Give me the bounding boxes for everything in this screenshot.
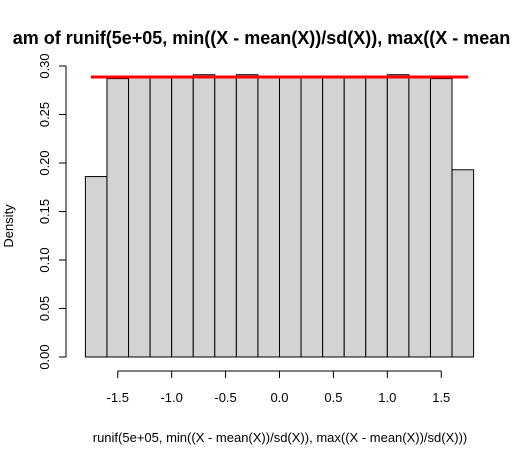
histogram-bar-9: [257, 76, 281, 358]
y-axis-label: Density: [1, 204, 16, 248]
histogram-bar-3: [128, 76, 151, 358]
y-tick-label: 0.10: [37, 247, 52, 272]
histogram-bar-4: [149, 76, 173, 358]
histogram-bar-2: [106, 78, 130, 358]
x-axis: -1.5 -1.0 -0.5 0.0 0.5 1.0 1.5: [107, 370, 450, 405]
x-tick-label: -1.0: [160, 390, 182, 405]
histogram-bar-16: [408, 76, 431, 358]
y-tick-label: 0.30: [37, 53, 52, 78]
histogram-bar-15: [386, 74, 410, 358]
histogram-bar-11: [300, 76, 324, 358]
x-tick-label: 0.0: [270, 390, 288, 405]
histogram-bar-6: [192, 74, 216, 358]
x-tick-label: 1.5: [432, 390, 450, 405]
histogram-bar-14: [365, 76, 388, 358]
y-tick-label: 0.00: [37, 344, 52, 369]
histogram-bar-12: [322, 76, 345, 358]
chart-title: am of runif(5e+05, min((X - mean(X))/sd(…: [13, 28, 511, 48]
y-tick-label: 0.15: [37, 199, 52, 224]
histogram-bar-17: [429, 78, 453, 358]
x-tick-label: -0.5: [214, 390, 236, 405]
histogram-bar-13: [343, 76, 367, 358]
histogram-bar-10: [279, 76, 302, 358]
y-tick-label: 0.05: [37, 296, 52, 321]
histogram-bar-18: [451, 169, 475, 358]
histogram-bar-1: [84, 176, 108, 358]
y-tick-label: 0.20: [37, 150, 52, 175]
histogram-bar-8: [235, 74, 259, 358]
x-axis-label: runif(5e+05, min((X - mean(X))/sd(X)), m…: [93, 430, 468, 445]
y-tick-label: 0.25: [37, 102, 52, 127]
x-tick-label: 0.5: [324, 390, 342, 405]
y-axis: 0.00 0.05 0.10 0.15 0.20 0.25 0.30: [37, 53, 67, 370]
x-tick-label: -1.5: [107, 390, 129, 405]
bars-layer: [84, 74, 475, 358]
x-tick-label: 1.0: [378, 390, 396, 405]
histogram-bar-7: [214, 76, 237, 358]
histogram-bar-5: [171, 76, 194, 358]
